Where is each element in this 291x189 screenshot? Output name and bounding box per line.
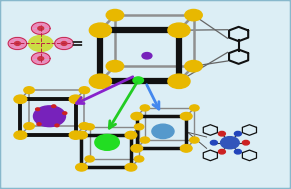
Circle shape [142, 53, 152, 59]
Text: =: = [71, 36, 84, 51]
Circle shape [140, 105, 150, 111]
Circle shape [69, 131, 82, 139]
Circle shape [38, 26, 44, 30]
Circle shape [55, 124, 59, 127]
Circle shape [76, 163, 87, 171]
Circle shape [89, 23, 111, 37]
Circle shape [133, 77, 143, 84]
Circle shape [85, 156, 94, 162]
Circle shape [79, 123, 90, 129]
Circle shape [31, 22, 50, 34]
Circle shape [33, 106, 65, 127]
Circle shape [131, 145, 143, 152]
Circle shape [15, 42, 20, 45]
Circle shape [190, 105, 199, 111]
Circle shape [29, 36, 53, 51]
Circle shape [14, 131, 27, 139]
Circle shape [234, 149, 241, 154]
Circle shape [52, 105, 56, 108]
Circle shape [140, 137, 150, 143]
Circle shape [69, 95, 82, 103]
Circle shape [221, 137, 239, 149]
Circle shape [131, 112, 143, 120]
Circle shape [125, 131, 137, 139]
Circle shape [85, 124, 94, 130]
Circle shape [125, 163, 137, 171]
Circle shape [210, 140, 217, 145]
Circle shape [168, 74, 190, 88]
Circle shape [168, 23, 190, 37]
Circle shape [31, 53, 50, 65]
Circle shape [180, 112, 192, 120]
Circle shape [63, 112, 67, 115]
Circle shape [95, 134, 119, 150]
Circle shape [180, 145, 192, 152]
Circle shape [14, 95, 27, 103]
Circle shape [152, 124, 174, 139]
Circle shape [190, 137, 199, 143]
Circle shape [185, 60, 202, 72]
Circle shape [234, 131, 241, 136]
Circle shape [242, 140, 249, 145]
Circle shape [218, 149, 225, 154]
Circle shape [89, 74, 111, 88]
Circle shape [38, 57, 44, 60]
Circle shape [24, 123, 34, 129]
Circle shape [218, 131, 225, 136]
Circle shape [55, 37, 73, 50]
Circle shape [106, 60, 124, 72]
Circle shape [8, 37, 27, 50]
Circle shape [37, 123, 41, 125]
Circle shape [61, 42, 67, 45]
Circle shape [76, 131, 87, 139]
Circle shape [79, 87, 90, 94]
Circle shape [36, 108, 40, 111]
Circle shape [134, 156, 144, 162]
Circle shape [185, 9, 202, 21]
Circle shape [106, 9, 124, 21]
Circle shape [134, 124, 144, 130]
Circle shape [24, 87, 34, 94]
